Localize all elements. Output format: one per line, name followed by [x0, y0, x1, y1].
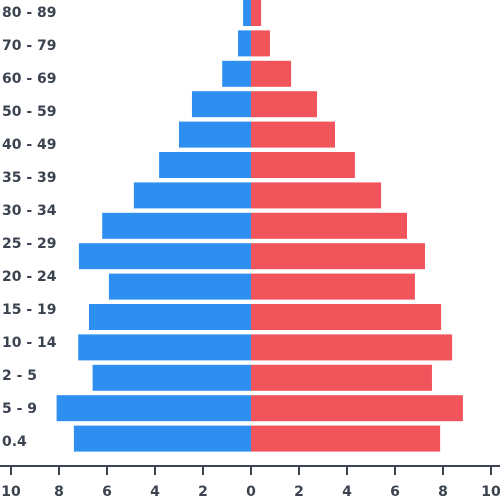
bar	[243, 0, 251, 26]
category-label: 15 - 19	[2, 302, 57, 318]
bar	[251, 60, 292, 87]
category-label: 80 - 89	[2, 5, 57, 21]
bar	[222, 60, 251, 87]
x-tick-label: 2	[294, 484, 304, 500]
x-tick-label: 8	[438, 484, 448, 500]
bar	[251, 30, 270, 57]
bar	[251, 0, 262, 26]
bar	[89, 304, 251, 330]
category-label: 2 - 5	[2, 368, 37, 384]
bar	[108, 273, 251, 300]
bar	[251, 182, 382, 209]
category-label: 10 - 14	[2, 335, 57, 351]
bar	[251, 425, 441, 452]
category-label: 20 - 24	[2, 269, 57, 285]
bar	[179, 121, 251, 148]
category-label: 30 - 34	[2, 203, 57, 219]
category-label: 40 - 49	[2, 137, 57, 153]
category-label: 5 - 9	[2, 401, 37, 417]
x-tick-label: 6	[102, 484, 112, 500]
category-label: 60 - 69	[2, 71, 57, 87]
x-tick-label: 6	[390, 484, 400, 500]
category-label: 25 - 29	[2, 236, 57, 252]
category-label: 35 - 39	[2, 170, 57, 186]
x-tick-label: 4	[342, 484, 352, 500]
x-tick-label: 4	[150, 484, 160, 500]
bar	[251, 212, 407, 239]
bar	[92, 364, 251, 391]
x-tick-label: 0	[246, 484, 256, 500]
x-tick-label: 2	[198, 484, 208, 500]
x-tick-label: 8	[54, 484, 64, 500]
bar	[251, 364, 432, 391]
bar	[251, 273, 415, 300]
x-tick-label: 10	[481, 484, 500, 500]
bar	[78, 243, 251, 270]
bar	[251, 152, 355, 178]
bar	[251, 121, 335, 148]
category-label: 50 - 59	[2, 104, 57, 120]
bar	[159, 152, 251, 178]
bar	[251, 334, 453, 361]
bar	[102, 212, 251, 239]
x-tick-label: 10	[1, 484, 21, 500]
bar	[251, 243, 425, 270]
bar	[251, 304, 442, 330]
bar	[251, 395, 463, 422]
category-label: 70 - 79	[2, 38, 57, 54]
bar	[251, 91, 317, 118]
bar	[238, 30, 251, 57]
bar	[56, 395, 251, 422]
bar	[78, 334, 251, 361]
bar	[73, 425, 251, 452]
bar	[191, 91, 251, 118]
bar	[133, 182, 251, 209]
category-label: 0.4	[2, 434, 27, 450]
